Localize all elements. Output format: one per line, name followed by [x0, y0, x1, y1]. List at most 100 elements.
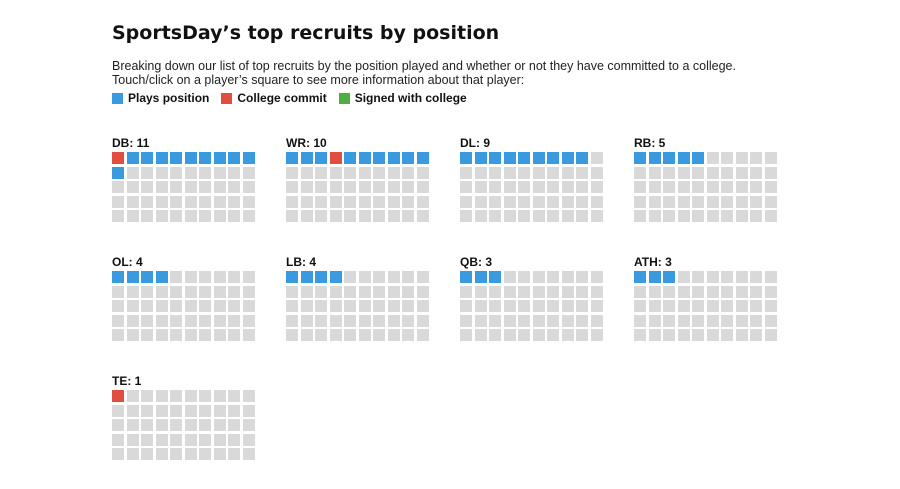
empty-square	[126, 314, 139, 327]
empty-square	[199, 195, 211, 208]
empty-square	[228, 314, 240, 327]
empty-square	[387, 210, 400, 222]
empty-square	[286, 285, 298, 298]
player-squares	[286, 271, 431, 341]
empty-square	[358, 210, 371, 222]
player-square[interactable]	[155, 152, 168, 164]
player-square[interactable]	[474, 271, 487, 283]
empty-square	[692, 195, 704, 208]
player-square[interactable]	[503, 152, 516, 164]
position-block-ol: OL: 4	[112, 255, 257, 341]
empty-square	[141, 419, 153, 431]
empty-square	[750, 195, 762, 208]
player-square[interactable]	[677, 152, 690, 164]
player-square[interactable]	[402, 152, 414, 164]
empty-square	[532, 166, 545, 179]
player-square[interactable]	[228, 152, 240, 164]
player-square[interactable]	[112, 271, 124, 283]
player-square[interactable]	[184, 152, 197, 164]
player-square[interactable]	[663, 152, 675, 164]
empty-square	[155, 210, 168, 222]
player-square[interactable]	[286, 152, 298, 164]
player-square-committed[interactable]	[112, 152, 124, 164]
player-square[interactable]	[692, 152, 704, 164]
position-block-lb: LB: 4	[286, 255, 431, 341]
empty-square	[402, 329, 414, 341]
empty-square	[503, 300, 516, 312]
player-square[interactable]	[329, 271, 342, 283]
player-square[interactable]	[242, 152, 255, 164]
intro-line-1: Breaking down our list of top recruits b…	[112, 59, 736, 73]
player-square[interactable]	[460, 152, 472, 164]
player-square[interactable]	[648, 271, 661, 283]
player-square[interactable]	[387, 152, 400, 164]
empty-square	[532, 285, 545, 298]
player-square[interactable]	[474, 152, 487, 164]
empty-square	[126, 329, 139, 341]
player-square[interactable]	[561, 152, 574, 164]
player-square[interactable]	[634, 152, 646, 164]
empty-square	[242, 166, 255, 179]
player-square[interactable]	[532, 152, 545, 164]
player-square-committed[interactable]	[329, 152, 342, 164]
empty-square	[576, 300, 588, 312]
player-square[interactable]	[460, 271, 472, 283]
player-square[interactable]	[489, 152, 501, 164]
player-square[interactable]	[663, 271, 675, 283]
player-square[interactable]	[416, 152, 429, 164]
empty-square	[677, 300, 690, 312]
player-square[interactable]	[112, 166, 124, 179]
empty-square	[648, 195, 661, 208]
player-square[interactable]	[634, 271, 646, 283]
legend-swatch-blue	[112, 92, 123, 104]
empty-square	[561, 271, 574, 283]
player-square[interactable]	[300, 152, 313, 164]
player-square[interactable]	[155, 271, 168, 283]
player-square[interactable]	[126, 152, 139, 164]
player-square[interactable]	[141, 271, 153, 283]
empty-square	[590, 314, 603, 327]
player-square[interactable]	[315, 152, 327, 164]
empty-square	[170, 419, 182, 431]
empty-square	[735, 300, 748, 312]
player-square[interactable]	[126, 271, 139, 283]
player-square-committed[interactable]	[112, 390, 124, 402]
position-block-te: TE: 1	[112, 374, 257, 460]
empty-square	[300, 181, 313, 193]
player-square[interactable]	[300, 271, 313, 283]
player-square[interactable]	[141, 152, 153, 164]
player-square[interactable]	[648, 152, 661, 164]
empty-square	[315, 329, 327, 341]
empty-square	[460, 329, 472, 341]
player-square[interactable]	[170, 152, 182, 164]
legend-item-plays-position: Plays position	[112, 91, 209, 105]
player-square[interactable]	[373, 152, 385, 164]
player-square[interactable]	[213, 152, 226, 164]
empty-square	[706, 195, 719, 208]
empty-square	[590, 210, 603, 222]
player-square[interactable]	[286, 271, 298, 283]
player-square[interactable]	[199, 152, 211, 164]
empty-square	[228, 448, 240, 460]
position-label: TE: 1	[112, 374, 142, 388]
player-square[interactable]	[489, 271, 501, 283]
empty-square	[750, 166, 762, 179]
player-square[interactable]	[576, 152, 588, 164]
empty-square	[184, 404, 197, 417]
empty-square	[199, 448, 211, 460]
player-square[interactable]	[315, 271, 327, 283]
player-square[interactable]	[344, 152, 356, 164]
player-square[interactable]	[547, 152, 559, 164]
player-squares	[112, 152, 257, 222]
player-square[interactable]	[358, 152, 371, 164]
empty-square	[706, 329, 719, 341]
empty-square	[344, 271, 356, 283]
player-square[interactable]	[518, 152, 530, 164]
empty-square	[141, 210, 153, 222]
empty-square	[300, 166, 313, 179]
empty-square	[648, 285, 661, 298]
empty-square	[532, 195, 545, 208]
empty-square	[474, 181, 487, 193]
empty-square	[344, 195, 356, 208]
empty-square	[532, 329, 545, 341]
